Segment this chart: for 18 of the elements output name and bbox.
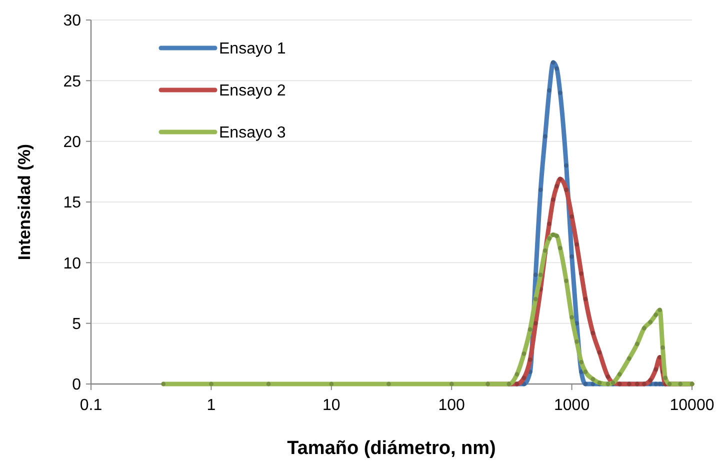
y-tick-label: 15 bbox=[63, 194, 82, 212]
y-tick-label: 0 bbox=[72, 376, 82, 394]
legend-label: Ensayo 3 bbox=[219, 124, 286, 142]
y-tick-label: 5 bbox=[72, 316, 82, 333]
x-tick-label: 1 bbox=[206, 397, 216, 414]
y-tick-label: 10 bbox=[63, 255, 82, 272]
y-axis-title: Intensidad (%) bbox=[15, 144, 34, 260]
legend-label: Ensayo 2 bbox=[219, 82, 286, 100]
x-tick-label: 10000 bbox=[670, 397, 714, 414]
x-tick-label: 10 bbox=[322, 397, 340, 414]
x-tick-label: 0.1 bbox=[80, 397, 102, 414]
y-tick-label: 20 bbox=[63, 134, 82, 151]
x-tick-label: 100 bbox=[438, 397, 466, 414]
x-axis-title: Tamaño (diámetro, nm) bbox=[287, 438, 496, 459]
x-tick-label: 1000 bbox=[554, 397, 590, 414]
legend-label: Ensayo 1 bbox=[219, 40, 286, 58]
y-tick-label: 25 bbox=[63, 73, 82, 90]
y-tick-label: 30 bbox=[63, 12, 82, 30]
